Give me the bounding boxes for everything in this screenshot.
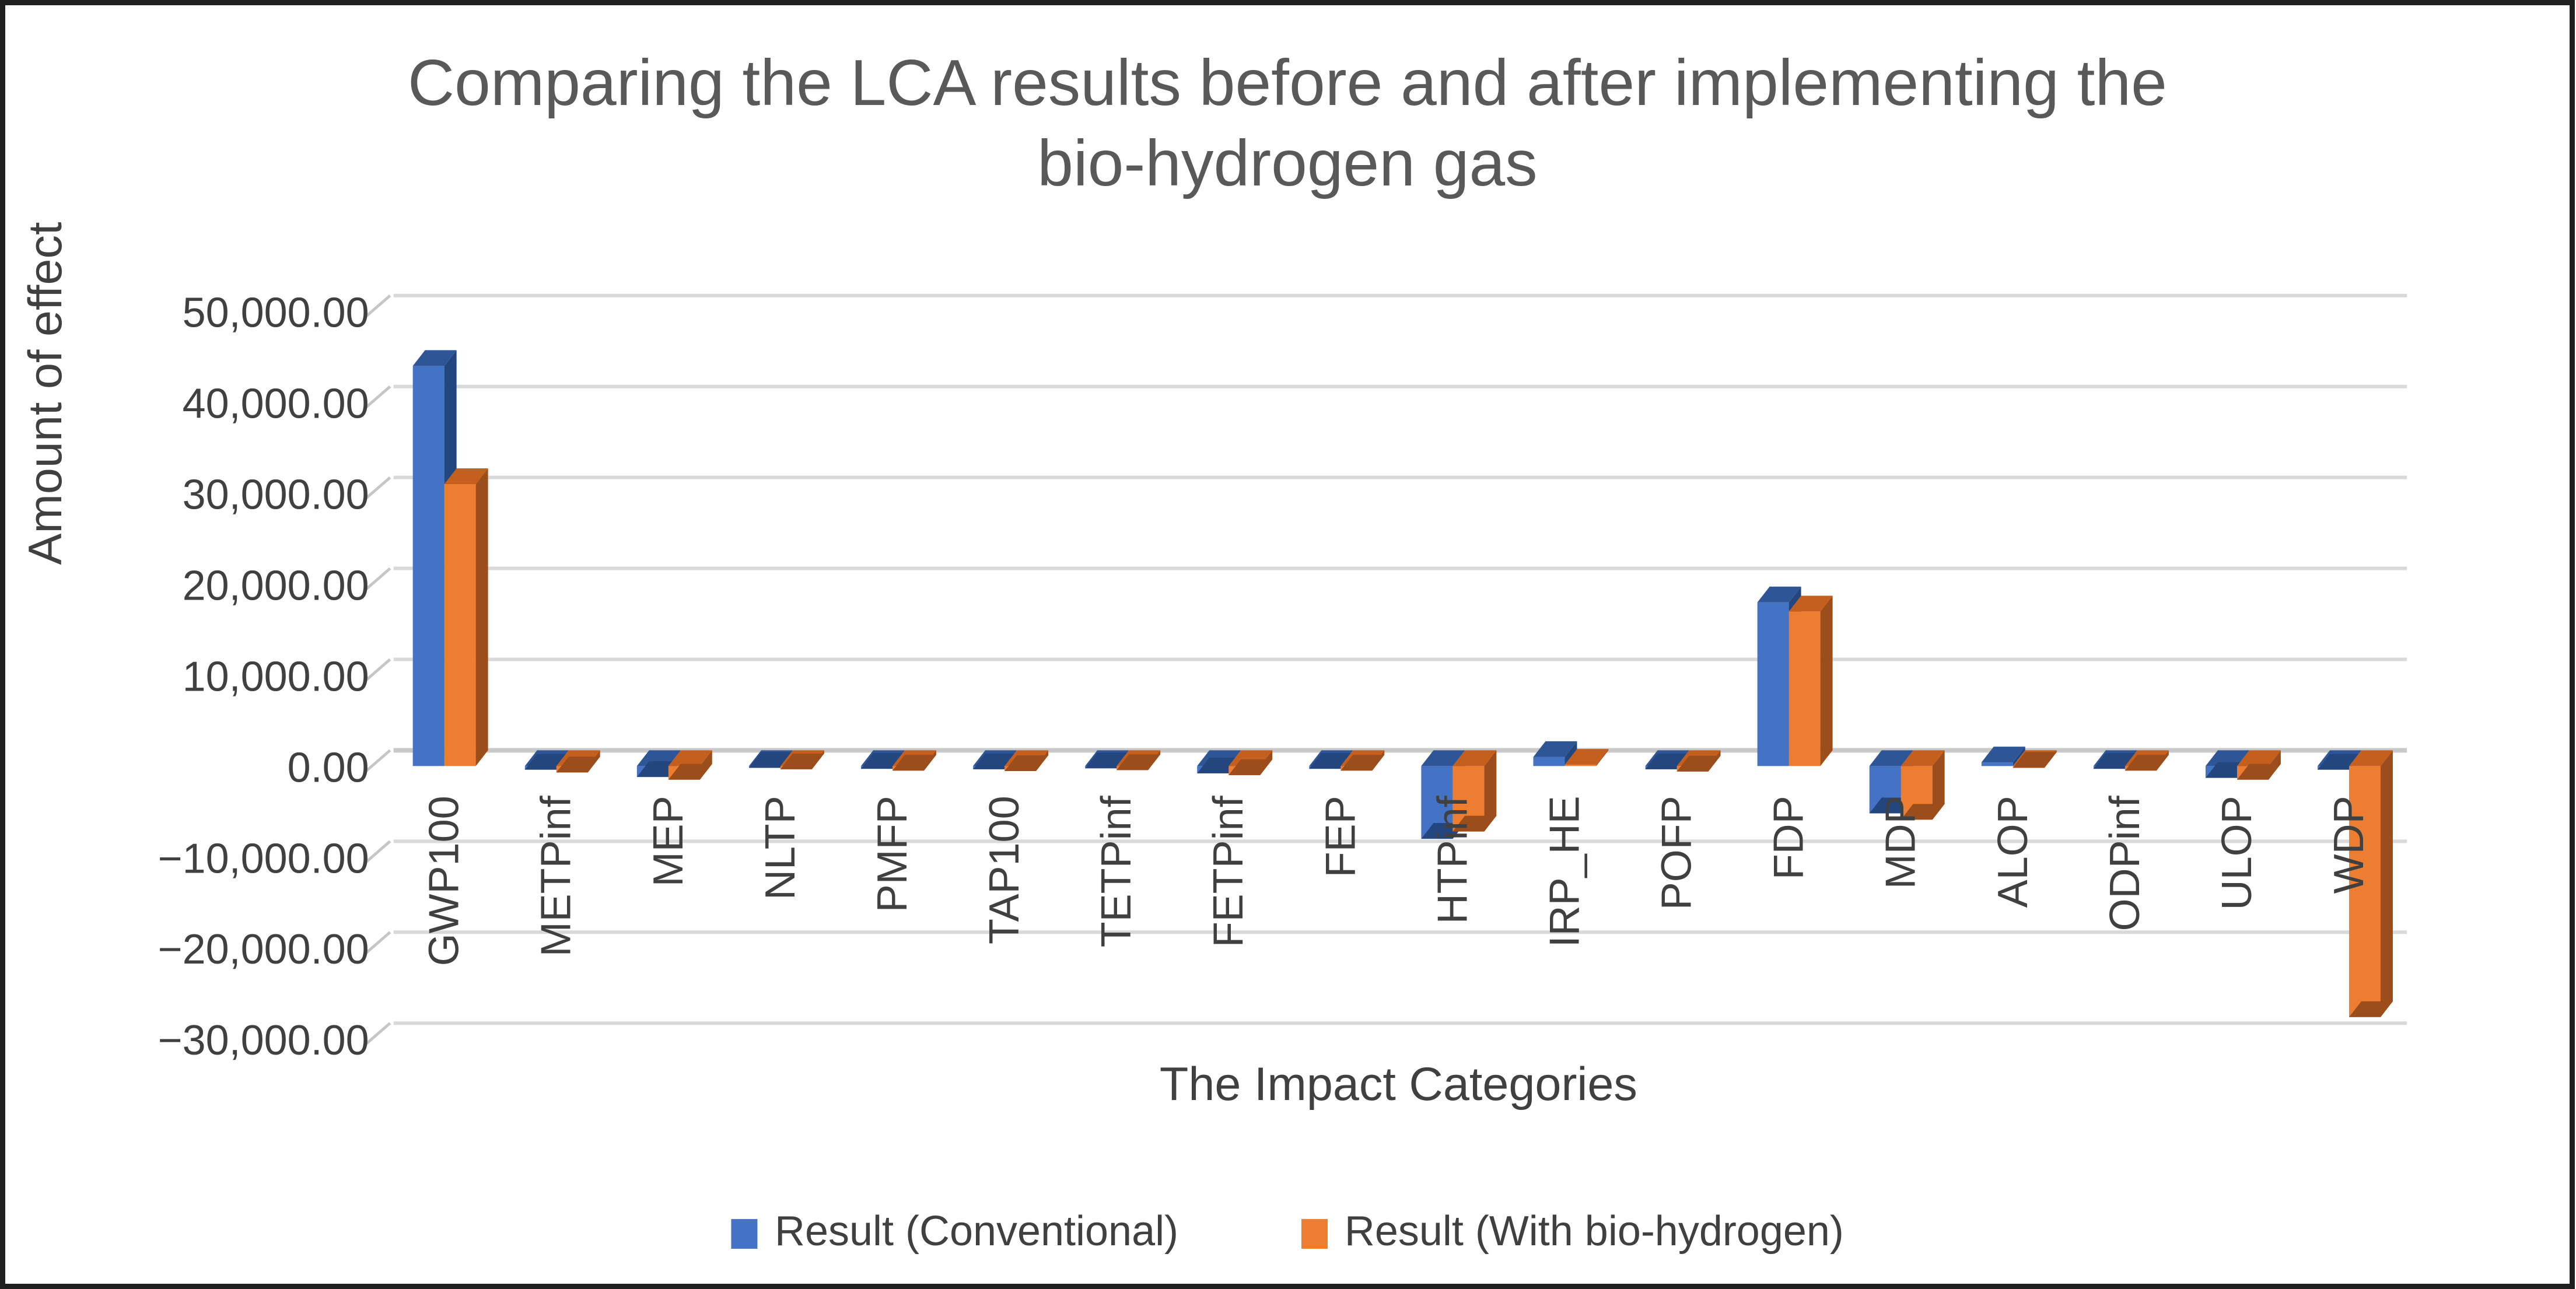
bar-WDP-biohydrogen (2349, 766, 2381, 1017)
bar-GWP100-biohydrogen-top-face (444, 468, 488, 485)
x-category-label: FDP (1766, 796, 1812, 880)
x-axis-title: The Impact Categories (1159, 1058, 1637, 1111)
bar-FDP-conventional (1757, 602, 1789, 766)
y-tick-label: 30,000.00 (183, 472, 369, 519)
legend-label-conventional: Result (Conventional) (775, 1209, 1179, 1256)
x-category-label: FETPinf (1205, 795, 1252, 947)
bar-GWP100-conventional (412, 366, 444, 766)
bar-IRP_HE-biohydrogen (1564, 765, 1597, 766)
bar-MDP-biohydrogen-bottom-face (1901, 804, 1945, 820)
x-category-label: METPinf (533, 795, 580, 957)
y-axis-tick (363, 385, 391, 411)
bar-ODPinf-biohydrogen-bottom-face (2124, 755, 2169, 771)
bar-ALOP-biohydrogen-bottom-face (2013, 752, 2057, 768)
legend-swatch-biohydrogen (1300, 1218, 1327, 1248)
legend-item-conventional: Result (Conventional) (731, 1209, 1178, 1258)
bar-ULOP-biohydrogen-top-face (2236, 750, 2281, 766)
bar-FDP-biohydrogen-top-face (1788, 596, 1833, 612)
bar-IRP_HE-conventional (1533, 756, 1565, 766)
bar-GWP100-conventional-top-face (412, 350, 457, 366)
y-axis-tick (363, 658, 391, 684)
y-axis-tick (363, 840, 391, 866)
bar-FDP-biohydrogen-side-face (1820, 596, 1833, 766)
bar-WDP-biohydrogen-bottom-face (2349, 1001, 2393, 1017)
bar-MEP-biohydrogen-top-face (668, 750, 712, 766)
x-category-label: TAP100 (981, 796, 1028, 944)
bar-FEP-biohydrogen-bottom-face (1340, 755, 1385, 771)
bar-MDP-biohydrogen-side-face (1932, 750, 1945, 820)
x-category-label: MEP (645, 796, 692, 887)
y-axis-tick (363, 294, 391, 320)
x-category-label: MDP (1878, 796, 1924, 889)
y-axis-tick (363, 567, 391, 593)
bar-ALOP-conventional-side-face (2013, 747, 2025, 766)
x-category-label: ALOP (1990, 796, 2036, 908)
bar-METPinf-biohydrogen-bottom-face (556, 756, 600, 773)
chart-legend: Result (Conventional) Result (With bio-h… (5, 1209, 2570, 1258)
chart-title-line2: bio-hydrogen gas (1037, 127, 1538, 199)
y-tick-label: 20,000.00 (183, 563, 369, 610)
bar-ULOP-biohydrogen-bottom-face (2236, 763, 2281, 780)
lca-bar-chart: 50,000.00 40,000.00 30,000.00 20,000.00 10,0… (158, 290, 2407, 1064)
bar-POFP-biohydrogen-bottom-face (1676, 755, 1721, 772)
x-category-label: HTPinf (1429, 795, 1476, 924)
bar-IRP_HE-biohydrogen-side-face (1596, 749, 1609, 766)
y-axis-tick (363, 1022, 391, 1048)
x-category-label: TETPinf (1093, 795, 1140, 947)
legend-label-biohydrogen: Result (With bio-hydrogen) (1344, 1209, 1844, 1256)
bar-WDP-biohydrogen-top-face (2349, 750, 2393, 766)
chart-title: Comparing the LCA results before and aft… (5, 44, 2570, 205)
y-tick-label: 50,000.00 (183, 290, 369, 337)
bar-ULOP-conventional-top-face (2205, 750, 2249, 766)
bar-HTPinf-biohydrogen-top-face (1452, 750, 1497, 766)
bar-HTPinf-conventional (1421, 766, 1453, 839)
bar-NLTP-biohydrogen-bottom-face (780, 753, 824, 769)
y-tick-label: −30,000.00 (158, 1017, 369, 1064)
bar-NLTP-conventional-bottom-face (748, 752, 793, 768)
bar-IRP_HE-biohydrogen-top-face (1564, 749, 1609, 765)
bar-IRP_HE-conventional-top-face (1533, 741, 1577, 757)
x-category-label: IRP_HE (1541, 796, 1588, 947)
bar-GWP100-biohydrogen-side-face (475, 468, 488, 766)
legend-item-biohydrogen: Result (With bio-hydrogen) (1300, 1209, 1844, 1258)
y-axis-tick (363, 749, 391, 775)
bar-HTPinf-biohydrogen-bottom-face (1452, 815, 1497, 832)
x-category-label: ODPinf (2102, 795, 2148, 931)
x-category-label: FEP (1317, 796, 1364, 877)
bar-PMFP-biohydrogen-bottom-face (892, 755, 936, 771)
bar-MDP-conventional-top-face (1869, 750, 1913, 766)
bar-TETPinf-biohydrogen-bottom-face (1116, 754, 1161, 770)
bar-HTPinf-biohydrogen (1452, 766, 1485, 832)
bar-IRP_HE-conventional-side-face (1564, 741, 1577, 766)
y-axis-tick (363, 476, 391, 502)
x-category-label: GWP100 (421, 796, 468, 966)
x-category-label: ULOP (2214, 796, 2260, 910)
x-category-label: NLTP (757, 796, 804, 900)
y-axis-tick (363, 931, 391, 957)
bar-HTPinf-biohydrogen-side-face (1484, 750, 1497, 832)
bar-MEP-biohydrogen-bottom-face (668, 763, 712, 780)
y-tick-label: 0.00 (288, 744, 369, 791)
x-category-label: POFP (1654, 796, 1700, 910)
y-tick-label: −20,000.00 (158, 926, 369, 973)
bar-WDP-biohydrogen-side-face (2380, 750, 2393, 1017)
y-tick-label: 40,000.00 (183, 381, 369, 428)
x-category-label: WDP (2326, 796, 2372, 894)
bar-ALOP-conventional (1981, 762, 2013, 766)
legend-swatch-conventional (731, 1218, 758, 1248)
bar-FDP-biohydrogen (1788, 611, 1821, 766)
bar-TAP100-biohydrogen-bottom-face (1005, 755, 1049, 771)
bar-FETPinf-biohydrogen-bottom-face (1228, 759, 1273, 775)
chart-title-line1: Comparing the LCA results before and aft… (408, 47, 2167, 119)
bar-ALOP-conventional-top-face (1981, 747, 2025, 763)
bar-HTPinf-conventional-top-face (1421, 750, 1465, 766)
bar-GWP100-biohydrogen (444, 484, 476, 766)
x-category-label: PMFP (869, 796, 916, 912)
y-tick-label: 10,000.00 (183, 653, 369, 700)
bar-MDP-biohydrogen-top-face (1901, 750, 1945, 766)
y-tick-label: −10,000.00 (158, 835, 369, 882)
bar-FDP-conventional-top-face (1757, 586, 1801, 603)
